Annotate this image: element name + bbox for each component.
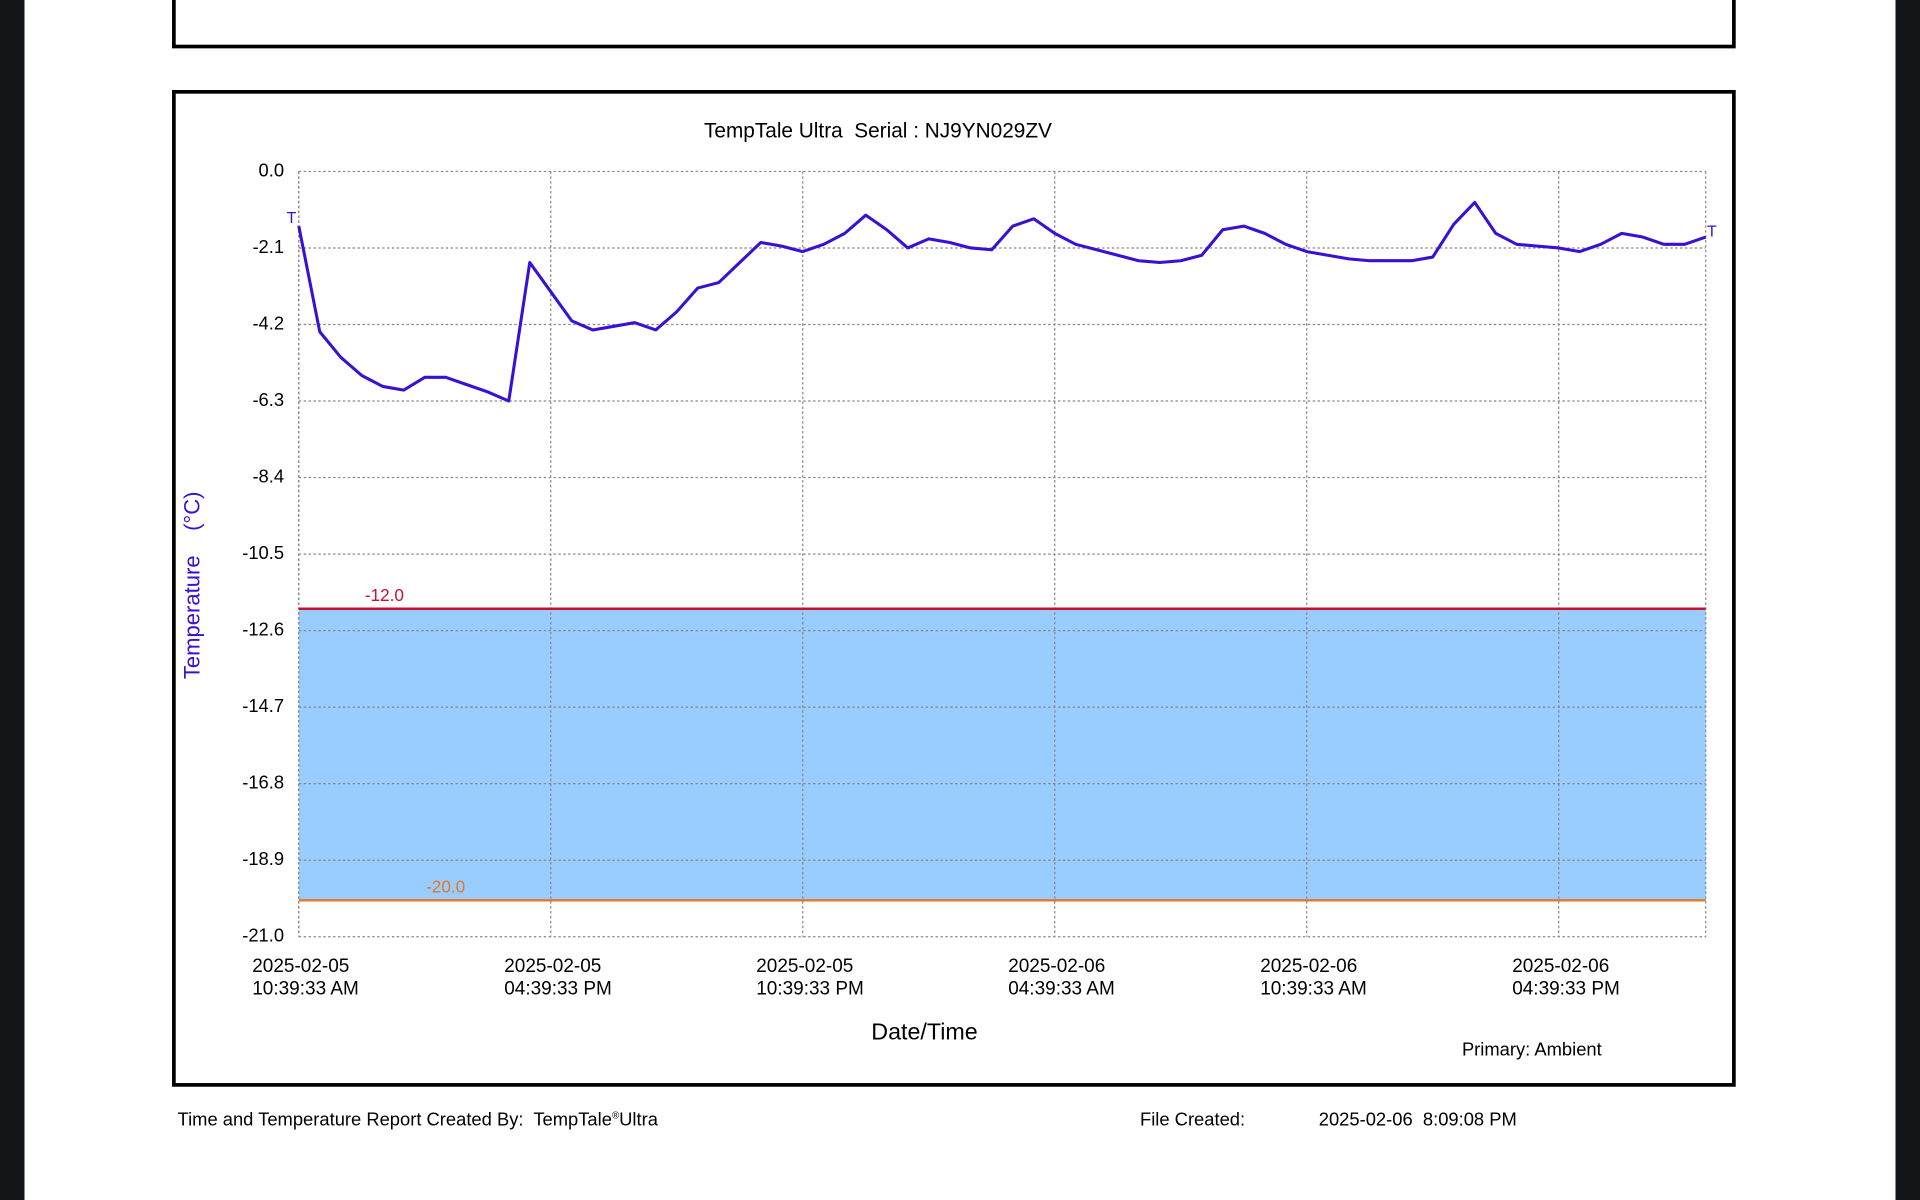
page-sheet <box>24 0 1896 1200</box>
x-tick-label: 2025-02-06 04:39:33 PM <box>1512 956 1620 1000</box>
footer-file-created: 2025-02-06 8:09:08 PM <box>1319 1108 1517 1129</box>
y-tick-label: -8.4 <box>252 465 284 486</box>
y-axis-label: Temperature (°C) <box>179 492 204 680</box>
footer-registered: ® <box>612 1110 620 1121</box>
x-tick-label: 2025-02-05 04:39:33 PM <box>504 956 612 1000</box>
x-axis-label: Date/Time <box>871 1019 977 1045</box>
y-tick-label: -12.6 <box>242 618 284 639</box>
x-tick-label: 2025-02-05 10:39:33 PM <box>756 956 864 1000</box>
x-tick-label: 2025-02-06 04:39:33 AM <box>1008 956 1115 1000</box>
threshold-label: -12.0 <box>365 585 404 605</box>
start-marker: T <box>287 210 297 227</box>
footer-created-by: Time and Temperature Report Created By: … <box>178 1108 659 1129</box>
primary-note: Primary: Ambient <box>1462 1038 1602 1059</box>
y-tick-label: -10.5 <box>242 542 284 563</box>
x-tick-label: 2025-02-05 10:39:33 AM <box>252 956 359 1000</box>
y-tick-label: -21.0 <box>242 925 284 946</box>
chart-title: TempTale Ultra Serial : NJ9YN029ZV <box>704 120 1052 143</box>
y-tick-label: -16.8 <box>242 772 284 793</box>
x-tick-label-box: 2025-02-06 10:39:33 AM <box>1260 956 1367 1000</box>
previous-frame <box>172 0 1736 49</box>
y-tick-label: -2.1 <box>252 236 284 257</box>
x-tick-label-box: 2025-02-06 04:39:33 AM <box>1008 956 1115 1000</box>
temperature-line <box>297 200 1707 403</box>
end-marker: T <box>1707 223 1717 240</box>
footer-created-by-text: Time and Temperature Report Created By: … <box>178 1108 612 1129</box>
x-tick-label: 2025-02-06 10:39:33 AM <box>1260 956 1367 1000</box>
y-tick-label: -18.9 <box>242 848 284 869</box>
footer-product: Ultra <box>619 1108 659 1129</box>
y-tick-label: -4.2 <box>252 312 284 333</box>
footer-file-created-label: File Created: <box>1140 1108 1245 1129</box>
x-tick-label-box: 2025-02-05 10:39:33 AM <box>252 956 359 1000</box>
chart-frame <box>172 90 1736 1087</box>
acceptable-band <box>298 608 1706 901</box>
y-tick-label: -14.7 <box>242 695 284 716</box>
x-tick-label-box: 2025-02-06 04:39:33 PM <box>1512 956 1620 1000</box>
x-tick-label-box: 2025-02-05 04:39:33 PM <box>504 956 612 1000</box>
threshold-label: -20.0 <box>426 877 465 897</box>
y-tick-label: 0.0 <box>259 159 285 180</box>
x-tick-label-box: 2025-02-05 10:39:33 PM <box>756 956 864 1000</box>
y-tick-label: -6.3 <box>252 389 284 410</box>
